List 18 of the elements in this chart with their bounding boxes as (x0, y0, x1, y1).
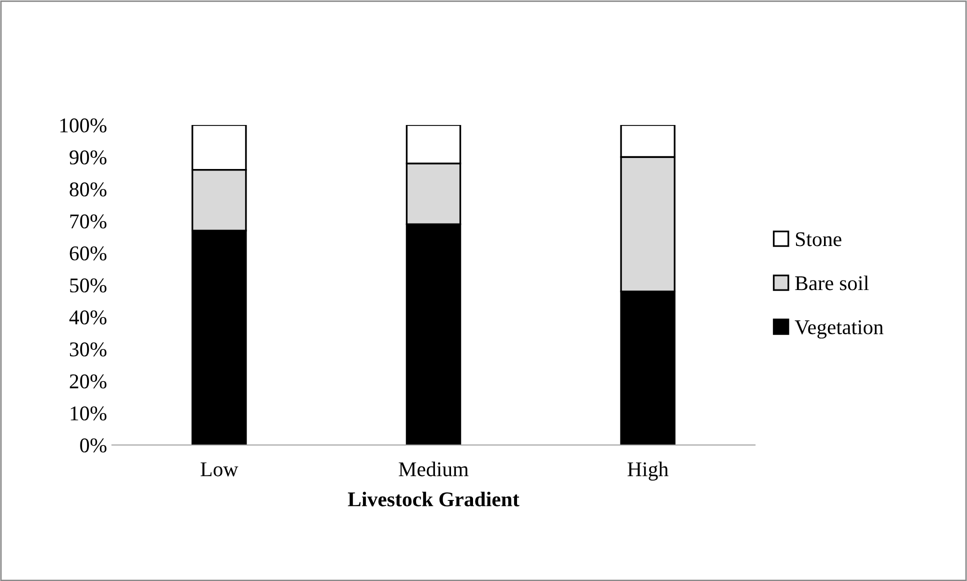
y-tick-label: 20% (70, 374, 106, 388)
y-tick-label: 40% (69, 310, 106, 324)
y-tick-label: 90% (70, 150, 106, 164)
x-tick-label: Low (200, 462, 238, 476)
y-tick-label: 10% (70, 406, 106, 420)
x-tick-label: Medium (398, 462, 468, 476)
x-axis-title: Livestock Gradient (348, 492, 520, 506)
y-tick-label: 50% (70, 278, 106, 292)
legend-label: Vegetation (794, 320, 884, 339)
y-tick-label: 100% (60, 118, 106, 132)
y-tick-label: 0% (80, 438, 106, 452)
y-tick-label: 30% (70, 342, 106, 356)
legend-label: Stone (796, 232, 842, 246)
x-tick-label: High (628, 462, 668, 481)
y-tick-label: 80% (70, 182, 106, 196)
y-tick-label: 60% (70, 246, 106, 260)
y-tick-label: 70% (70, 214, 106, 228)
legend-label: Bare soil (795, 276, 869, 290)
